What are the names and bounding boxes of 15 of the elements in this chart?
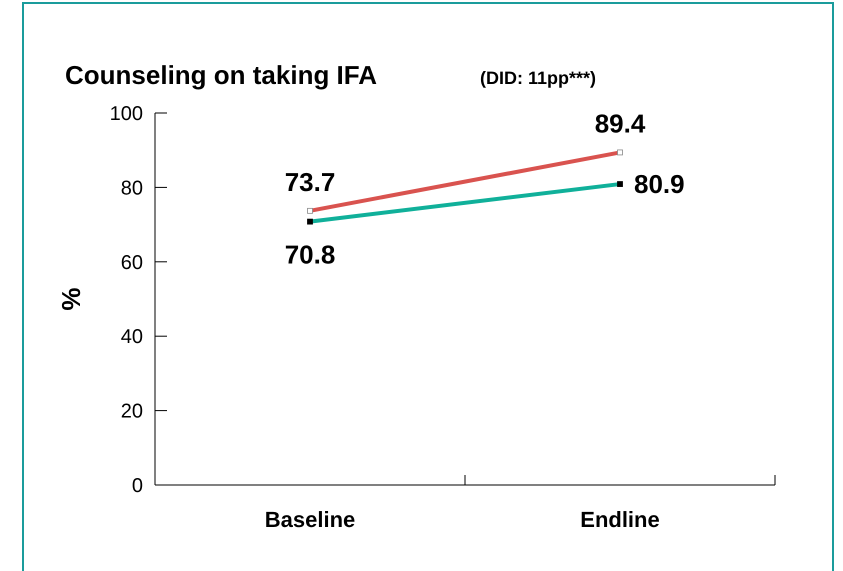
- x-tick-label: Baseline: [264, 507, 356, 532]
- chart-title: Counseling on taking IFA: [65, 60, 378, 90]
- y-tick-label: 0: [132, 475, 143, 497]
- y-tick-label: 20: [120, 400, 143, 423]
- y-tick-label: 60: [120, 252, 143, 274]
- y-tick-label: 80: [120, 177, 143, 200]
- y-tick-label: 100: [110, 103, 143, 125]
- x-tick-label: Endline: [580, 507, 660, 532]
- data-label: 80.9: [634, 169, 685, 200]
- data-label: 70.8: [284, 240, 336, 270]
- y-tick-label: 40: [120, 326, 143, 348]
- chart-subtitle: (DID: 11pp***): [480, 68, 596, 88]
- data-label: 73.7: [284, 166, 336, 197]
- data-label: 89.4: [594, 108, 646, 138]
- y-axis-title: %: [56, 287, 86, 311]
